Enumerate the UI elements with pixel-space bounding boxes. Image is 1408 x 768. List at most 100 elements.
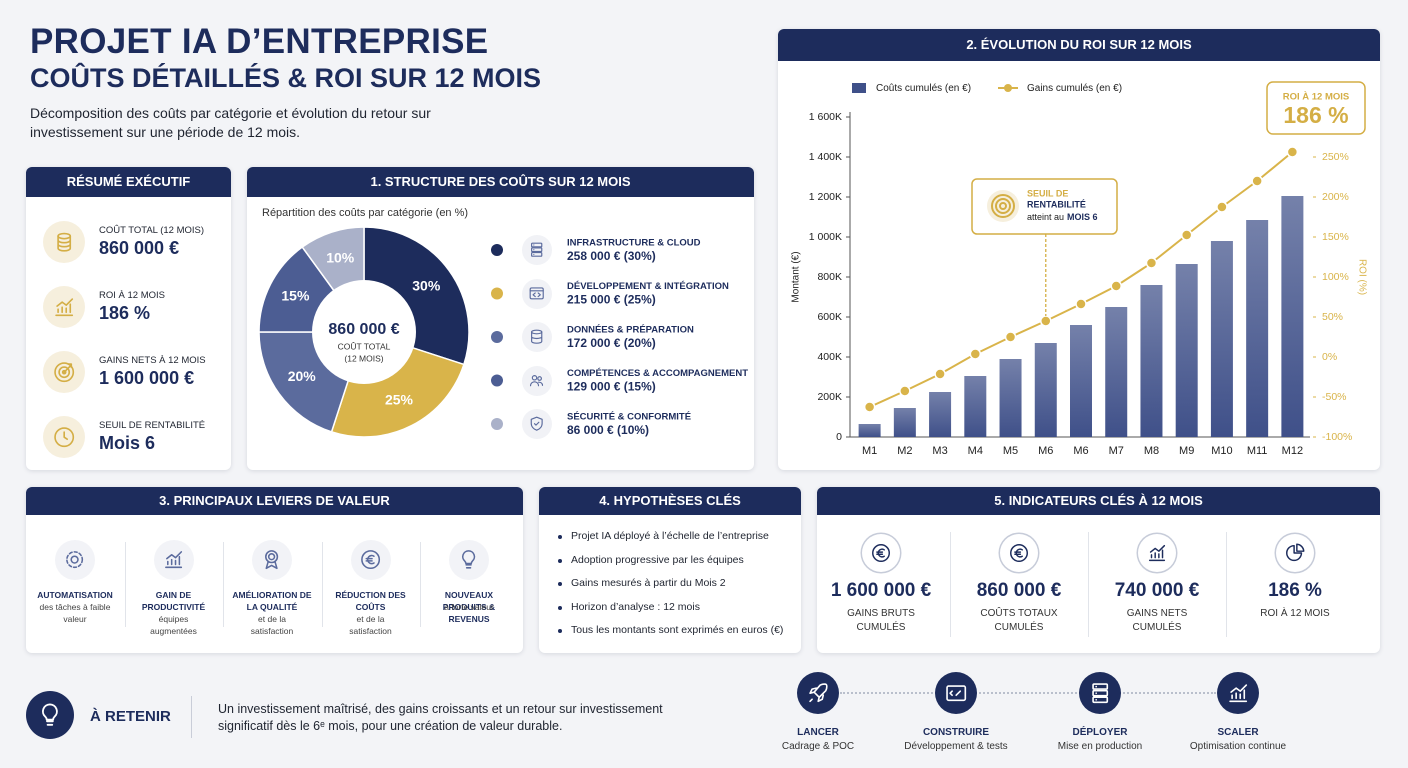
separator: [1088, 532, 1089, 637]
icon: [1079, 672, 1121, 714]
bullet: [558, 605, 562, 610]
page-title: PROJET IA D’ENTREPRISE: [30, 22, 489, 61]
icon-part: [530, 380, 544, 387]
card-title: 1. STRUCTURE DES COÛTS SUR 12 MOIS: [247, 167, 754, 197]
hypotheses-card: 4. HYPOTHÈSES CLÉS Projet IA déployé à l…: [539, 487, 801, 653]
icon-part: [530, 416, 544, 432]
icon-part: [265, 550, 279, 570]
kpi-label: ROI À 12 MOIS: [99, 290, 165, 301]
icon-part: [1092, 696, 1108, 703]
page-subtitle: COÛTS DÉTAILLÉS & ROI SUR 12 MOIS: [30, 63, 542, 93]
icon-part: [809, 683, 828, 702]
icon-part: [1148, 544, 1166, 562]
card-title: 2. ÉVOLUTION DU ROI SUR 12 MOIS: [778, 29, 1380, 61]
hypothesis: Tous les montants sont exprimés en euros…: [571, 624, 784, 636]
separator: [223, 542, 224, 627]
step-title: CONSTRUIRE: [922, 727, 990, 738]
icon-part: [1286, 543, 1305, 562]
indicator-label: ROI À 12 MOIS: [1260, 608, 1330, 619]
icon-part: [530, 416, 544, 432]
icon: [153, 540, 194, 580]
step-text: Cadrage & POC: [781, 741, 855, 752]
icon-part: [66, 551, 84, 569]
icon-part: [265, 550, 279, 564]
icon-part: [54, 362, 74, 382]
step-title: DÉPLOYER: [1072, 727, 1128, 738]
icon-part: [1092, 683, 1108, 703]
icon-part: [54, 427, 74, 447]
icon-part: [532, 374, 538, 381]
card-title: 5. INDICATEURS CLÉS À 12 MOIS: [817, 487, 1380, 515]
hypothesis: Gains mesurés à partir du Mois 2: [571, 577, 726, 589]
icon-part: [55, 298, 73, 316]
icon-part: [361, 550, 380, 570]
icon-part: [946, 685, 966, 701]
icon-part: [58, 366, 70, 378]
icon-part: [872, 544, 890, 562]
lever-title: NOUVEAUX PRODUITS & REVENUS: [442, 590, 496, 624]
separator: [950, 532, 951, 637]
icon-part: [54, 362, 74, 382]
icon-part: [1092, 683, 1108, 690]
icon: [1000, 534, 1038, 572]
levers-card: 3. PRINCIPAUX LEVIERS DE VALEUR AUTOMATI…: [26, 487, 523, 653]
step-title: SCALER: [1217, 727, 1259, 738]
icon-part: [531, 329, 543, 345]
icon-part: [42, 703, 58, 726]
bottom-area: À RETENIR Un investissement maîtrisé, de…: [0, 660, 1408, 768]
icon: [797, 672, 839, 714]
takeaway-text: Un investissement maîtrisé, des gains cr…: [218, 702, 663, 733]
card-title: 3. PRINCIPAUX LEVIERS DE VALEUR: [26, 487, 523, 515]
kpi-label: COÛT TOTAL (12 MOIS): [99, 225, 205, 236]
kpi-label: SEUIL DE RENTABILITÉ: [99, 420, 206, 431]
icon-part: [534, 421, 540, 427]
hypothesis: Horizon d’analyse : 12 mois: [571, 600, 700, 613]
icon-part: [1148, 544, 1166, 562]
pie-card: 1. STRUCTURE DES COÛTS SUR 12 MOIS Répar…: [247, 167, 754, 470]
icon-part: [63, 431, 68, 440]
icon: [935, 672, 977, 714]
separator: [1226, 532, 1227, 637]
lever-title: GAIN DE PRODUCTIVITÉ: [141, 590, 206, 612]
indicator-value: 740 000 €: [1114, 580, 1200, 601]
icon: [522, 235, 552, 265]
icon: [350, 540, 391, 580]
icon: [43, 286, 85, 328]
icon-part: [529, 290, 545, 297]
card-title: 4. HYPOTHÈSES CLÉS: [539, 487, 801, 515]
icon-part: [57, 232, 71, 252]
separator: [321, 542, 323, 627]
icon-part: [1010, 544, 1028, 562]
indicator-label: COÛTS TOTAUX CUMULÉS: [980, 608, 1058, 633]
card-title: RÉSUMÉ EXÉCUTIF: [26, 167, 231, 197]
bullet: [558, 558, 562, 563]
icon-part: [365, 555, 375, 565]
icon-part: [1229, 684, 1247, 702]
bullet: [558, 582, 562, 586]
kpi-value: 186 %: [99, 303, 151, 323]
icon-part: [1014, 548, 1023, 558]
icon-part: [537, 375, 543, 381]
icon: [43, 351, 85, 393]
roadmap-line: [840, 692, 1216, 694]
icon-part: [63, 363, 72, 373]
icon-part: [531, 329, 543, 335]
icon-part: [70, 555, 80, 565]
step-text: Optimisation continue: [1189, 741, 1287, 752]
icon-part: [54, 427, 74, 447]
icon: [26, 691, 74, 739]
icon-part: [164, 551, 183, 569]
lever-text: équipes augmentées: [150, 614, 197, 636]
summary-card: RÉSUMÉ EXÉCUTIF COÛT TOTAL (12 MOIS) 860 …: [26, 167, 231, 470]
icon: [43, 416, 85, 458]
icon-part: [529, 287, 545, 300]
icon: [862, 534, 900, 572]
icon: [522, 409, 552, 439]
icon-part: [531, 331, 543, 345]
chart-subtitle: Répartition des coûts par catégorie (en …: [262, 207, 469, 219]
hypothesis: Adoption progressive par les équipes: [571, 553, 744, 566]
icon-part: [61, 369, 67, 375]
lever-text: et de la satisfaction: [349, 614, 392, 636]
separator: [420, 542, 421, 627]
